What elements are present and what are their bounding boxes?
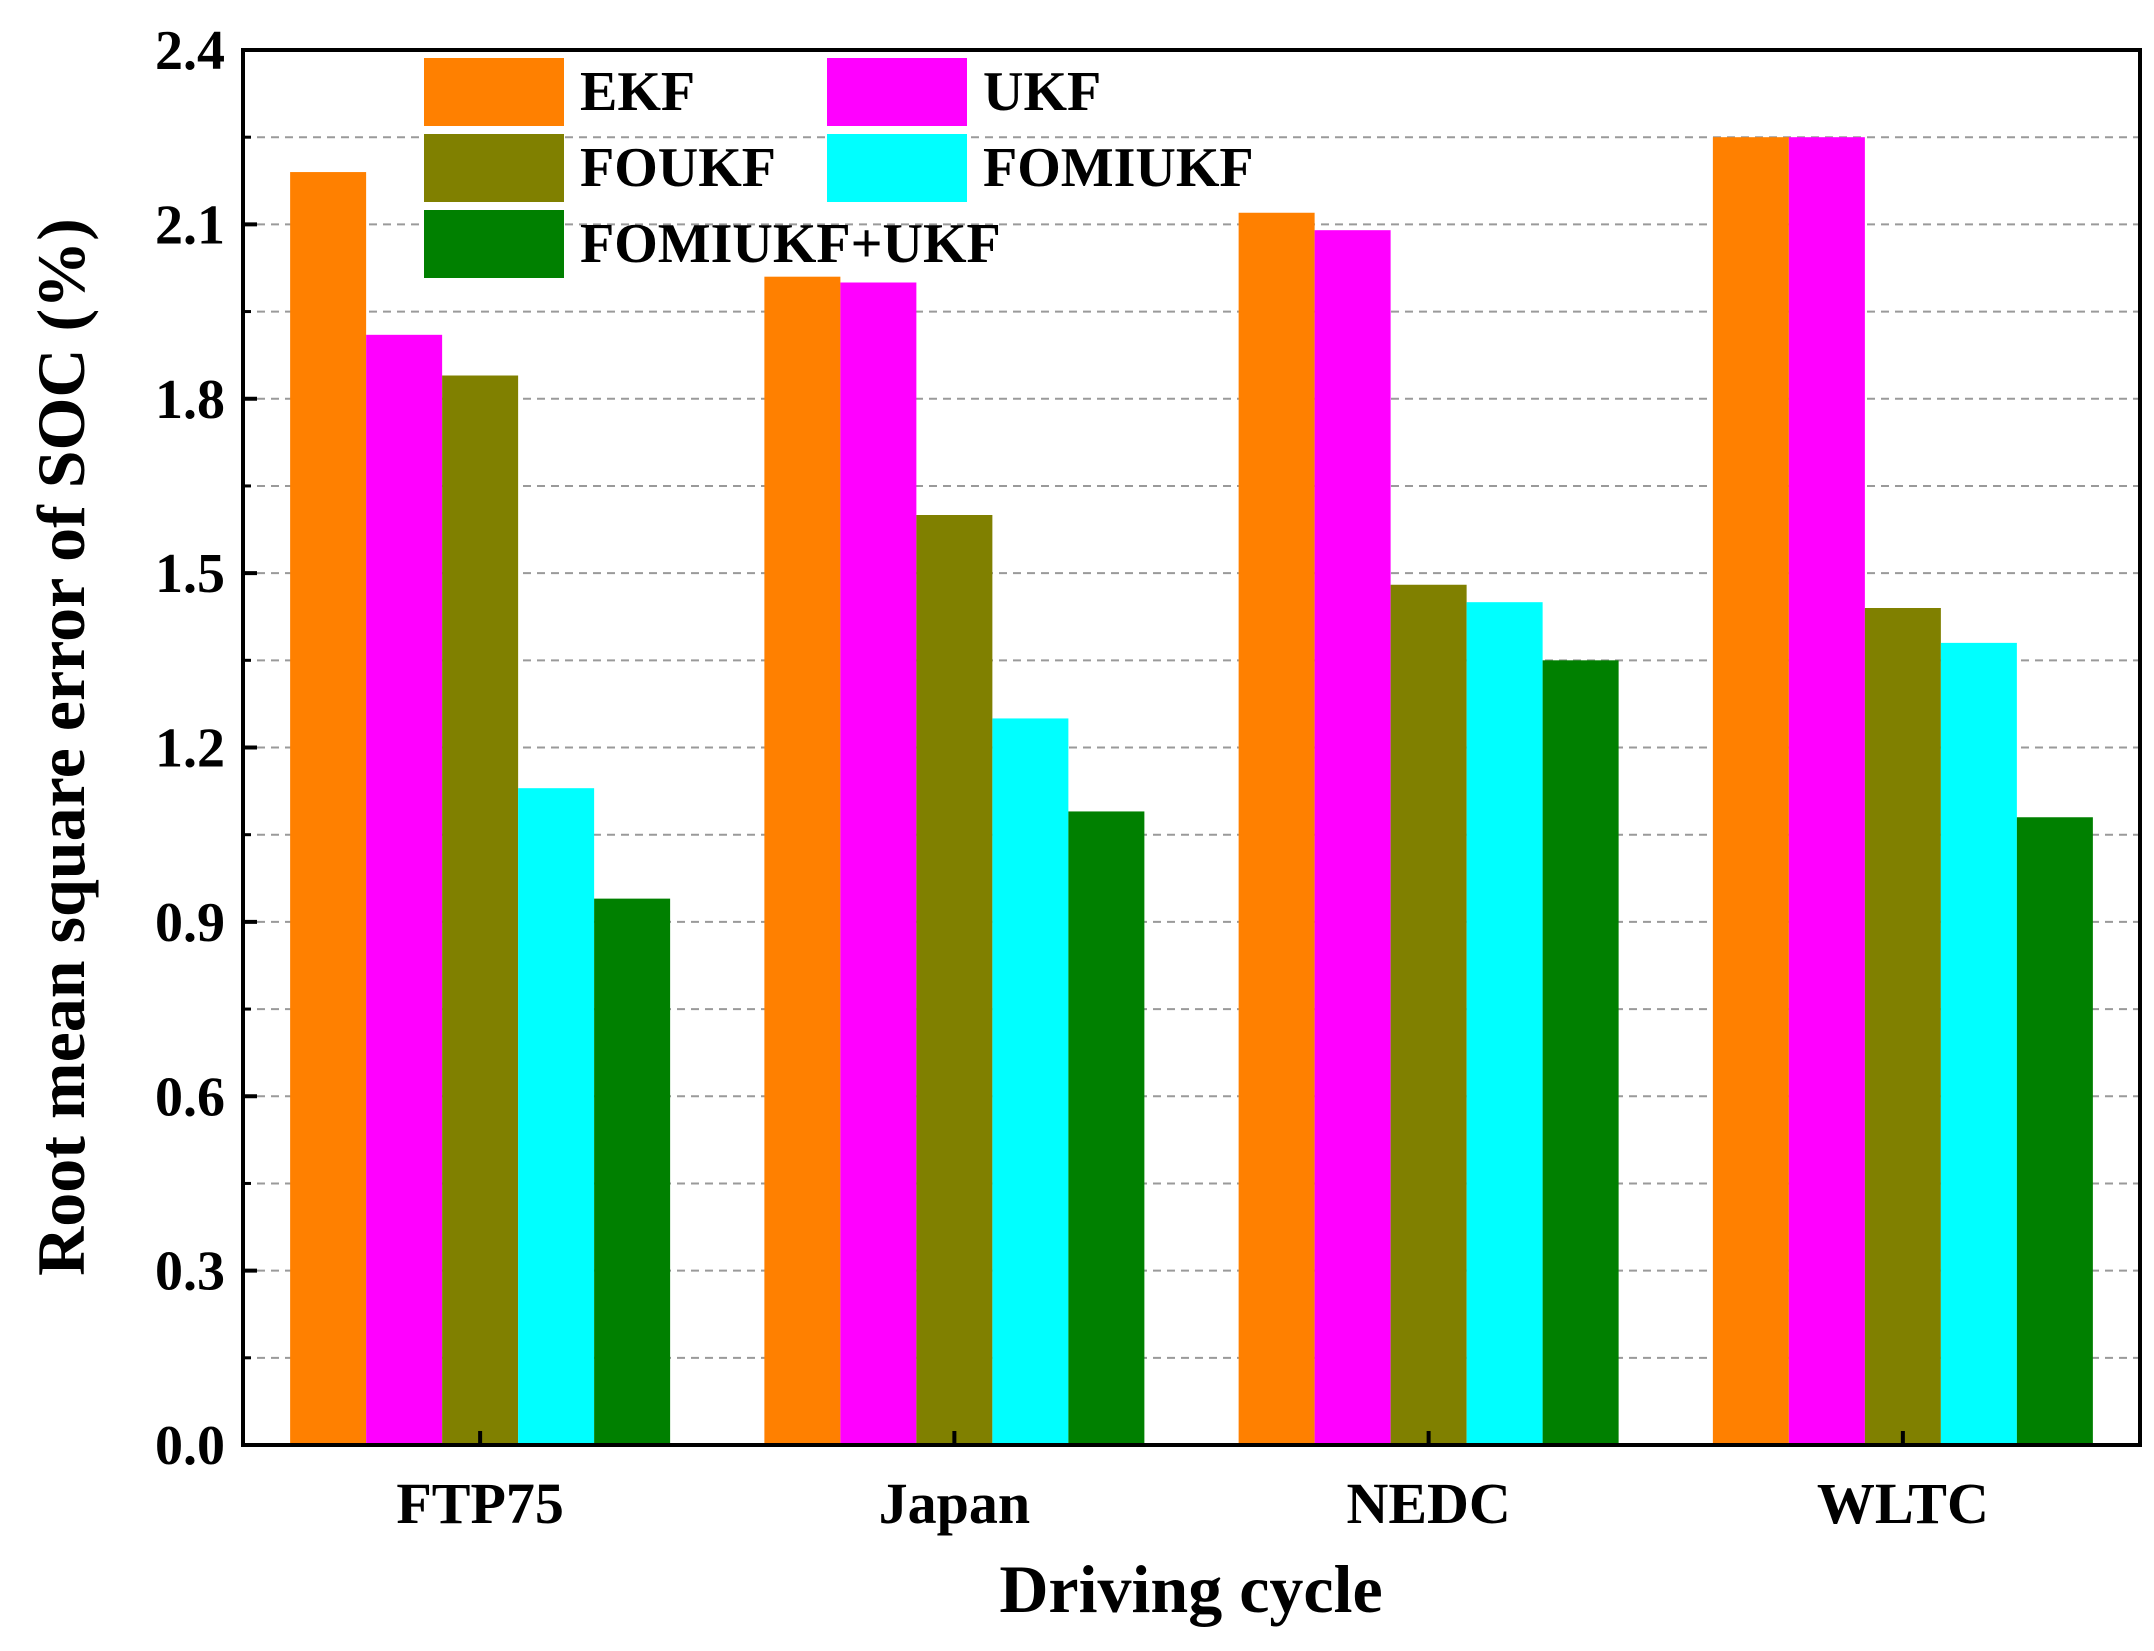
axis-ticks: 0.0 0.3 0.6 0.9 1.2 1.5 1.8 2.1 2.4 FTP75 Japan NED…: [155, 20, 1989, 1536]
y-axis-title: Root mean square error of SOC (%): [23, 218, 99, 1276]
bar-ukf-japan: [840, 282, 917, 1445]
bar-fomiukf-ukf-japan: [1068, 811, 1145, 1445]
y-tick-label: 0.9: [155, 892, 225, 954]
x-axis-title: Driving cycle: [999, 1551, 1382, 1627]
bar-fomiukf-ukf-nedc: [1542, 660, 1619, 1445]
bar-foukf-japan: [916, 515, 993, 1445]
bar-fomiukf-nedc: [1466, 602, 1543, 1445]
bar-fomiukf-ukf-ftp75: [594, 898, 671, 1445]
legend-swatch-fomiukf-ukf: [424, 210, 564, 278]
legend-label-fomiukf: FOMIUKF: [983, 137, 1254, 199]
bar-foukf-wltc: [1864, 608, 1941, 1445]
legend-label-ekf: EKF: [580, 61, 695, 123]
legend-label-foukf: FOUKF: [580, 137, 776, 199]
legend-swatch-fomiukf: [827, 134, 967, 202]
y-tick-label: 1.8: [155, 369, 225, 431]
bar-fomiukf-wltc: [1940, 642, 2017, 1445]
y-tick-label: 1.2: [155, 718, 225, 780]
y-tick-label: 2.1: [155, 194, 225, 256]
legend-swatch-foukf: [424, 134, 564, 202]
x-tick-label: Japan: [879, 1471, 1031, 1536]
bar-ukf-wltc: [1788, 137, 1865, 1445]
y-tick-label: 2.4: [155, 20, 225, 82]
legend-swatch-ukf: [827, 58, 967, 126]
bar-foukf-nedc: [1390, 584, 1467, 1445]
bar-fomiukf-japan: [992, 718, 1069, 1445]
x-tick-label: NEDC: [1346, 1471, 1510, 1536]
bar-ekf-wltc: [1712, 137, 1789, 1445]
bar-ukf-nedc: [1314, 230, 1391, 1445]
legend-label-fomiukf-ukf: FOMIUKF+UKF: [580, 213, 1001, 275]
bar-ekf-nedc: [1238, 212, 1315, 1445]
y-tick-label: 0.0: [155, 1415, 225, 1477]
bar-ukf-ftp75: [366, 334, 443, 1445]
x-tick-label: FTP75: [396, 1471, 564, 1536]
bars: [290, 137, 2093, 1445]
bar-fomiukf-ukf-wltc: [2016, 817, 2093, 1445]
bar-ekf-ftp75: [290, 172, 367, 1445]
y-tick-label: 0.6: [155, 1066, 225, 1128]
y-tick-label: 0.3: [155, 1241, 225, 1303]
legend: EKF UKF FOUKF FOMIUKF FOMIUKF+UKF: [424, 58, 1254, 278]
y-tick-label: 1.5: [155, 543, 225, 605]
bar-foukf-ftp75: [442, 375, 519, 1445]
legend-label-ukf: UKF: [983, 61, 1101, 123]
bar-fomiukf-ftp75: [518, 788, 595, 1445]
legend-swatch-ekf: [424, 58, 564, 126]
x-tick-label: WLTC: [1817, 1471, 1989, 1536]
bar-ekf-japan: [764, 276, 841, 1445]
